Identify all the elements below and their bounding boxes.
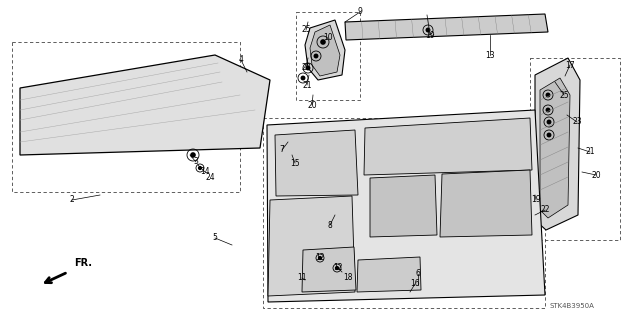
Text: 21: 21 — [302, 80, 312, 90]
Polygon shape — [268, 196, 355, 296]
Polygon shape — [302, 247, 356, 292]
Text: 9: 9 — [358, 8, 362, 17]
Polygon shape — [20, 55, 270, 155]
Text: 18: 18 — [343, 273, 353, 283]
Text: 17: 17 — [565, 61, 575, 70]
Bar — [12, 42, 240, 192]
Text: 12: 12 — [333, 263, 343, 272]
Circle shape — [321, 40, 325, 44]
Circle shape — [547, 93, 550, 97]
Text: 19: 19 — [425, 31, 435, 40]
Text: 10: 10 — [323, 33, 333, 42]
Text: 6: 6 — [415, 270, 420, 278]
Polygon shape — [267, 110, 545, 302]
Text: 4: 4 — [239, 56, 243, 64]
Text: 15: 15 — [290, 159, 300, 167]
Text: 20: 20 — [591, 170, 601, 180]
Circle shape — [319, 256, 321, 259]
Text: 11: 11 — [297, 273, 307, 283]
Circle shape — [547, 108, 550, 112]
Text: 7: 7 — [280, 145, 284, 154]
Text: 13: 13 — [485, 50, 495, 60]
Polygon shape — [535, 58, 580, 230]
Text: 23: 23 — [572, 117, 582, 127]
Polygon shape — [345, 14, 548, 40]
Text: 25: 25 — [559, 91, 569, 100]
Polygon shape — [364, 118, 532, 175]
Circle shape — [307, 66, 310, 70]
Text: 16: 16 — [410, 279, 420, 288]
Polygon shape — [540, 78, 570, 218]
Polygon shape — [357, 257, 421, 292]
Circle shape — [198, 167, 202, 169]
Polygon shape — [370, 175, 437, 237]
Bar — [530, 58, 620, 240]
Text: 22: 22 — [540, 205, 550, 214]
Bar — [296, 12, 360, 100]
Text: 12: 12 — [316, 254, 324, 263]
Text: 5: 5 — [212, 234, 218, 242]
Text: FR.: FR. — [74, 258, 92, 268]
Circle shape — [335, 267, 339, 270]
Circle shape — [301, 76, 305, 80]
Text: 21: 21 — [585, 147, 595, 157]
Text: 8: 8 — [328, 220, 332, 229]
Polygon shape — [305, 20, 345, 80]
Text: 20: 20 — [307, 100, 317, 109]
Circle shape — [426, 28, 429, 32]
Polygon shape — [275, 130, 358, 196]
Text: 3: 3 — [193, 158, 198, 167]
Bar — [263, 118, 545, 308]
Circle shape — [547, 133, 551, 137]
Polygon shape — [440, 170, 532, 237]
Text: 25: 25 — [301, 26, 311, 34]
Circle shape — [191, 153, 195, 157]
Text: STK4B3950A: STK4B3950A — [550, 303, 595, 309]
Polygon shape — [310, 25, 340, 76]
Text: 24: 24 — [205, 174, 215, 182]
Text: 23: 23 — [301, 63, 311, 72]
Circle shape — [547, 120, 551, 124]
Text: 19: 19 — [531, 196, 541, 204]
Text: 2: 2 — [70, 196, 74, 204]
Circle shape — [314, 54, 317, 58]
Text: 14: 14 — [200, 167, 210, 176]
